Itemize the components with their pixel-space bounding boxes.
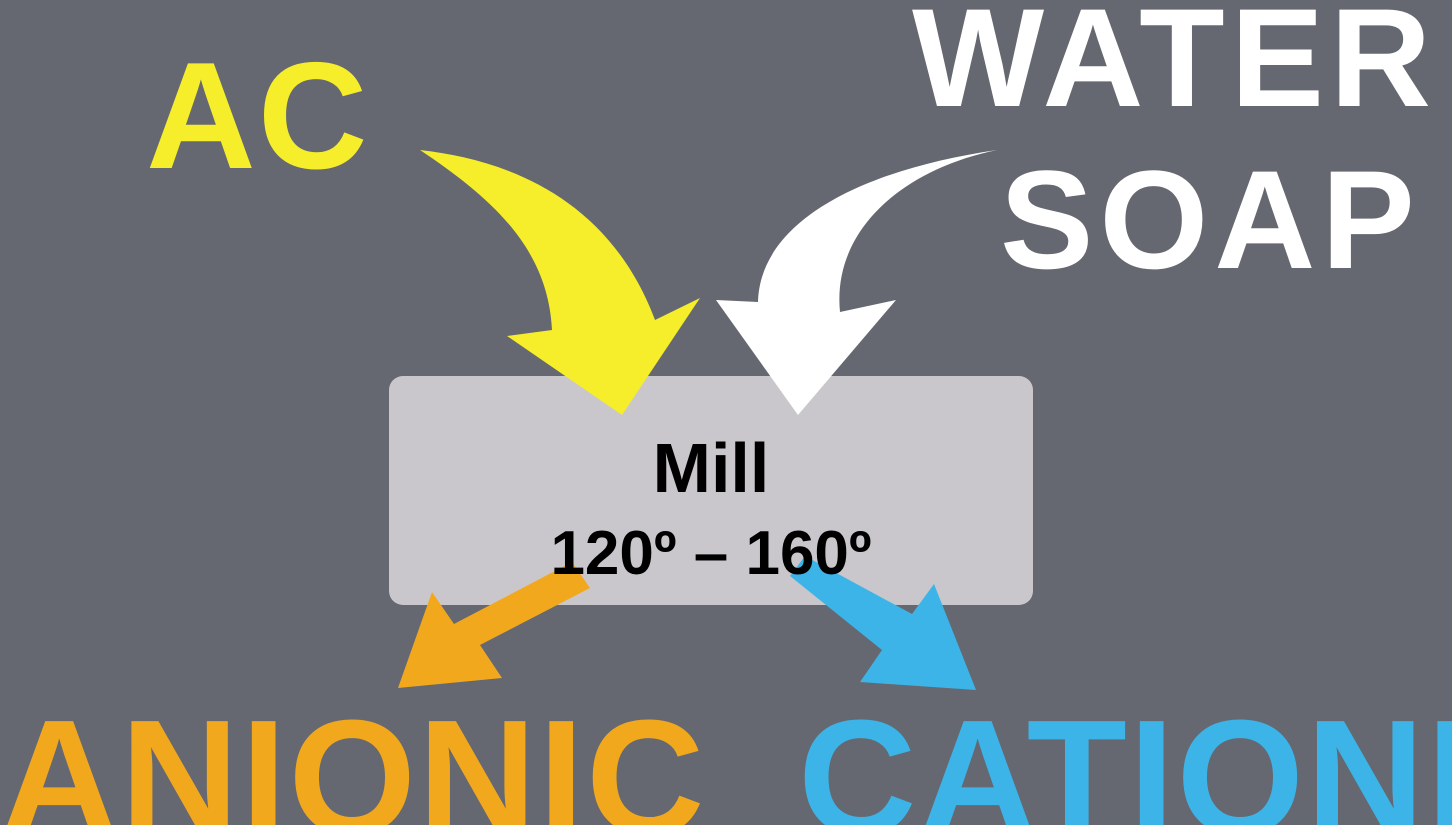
ac-label: AC [146,31,370,201]
mill-title: Mill [652,429,770,507]
cationic-label: CATIONIC [798,686,1452,825]
anionic-label: ANIONIC [0,686,707,825]
soap-label: SOAP [1000,141,1421,298]
water-label: WATER [912,0,1438,136]
mill-temperature-range: 120º – 160º [550,519,872,588]
